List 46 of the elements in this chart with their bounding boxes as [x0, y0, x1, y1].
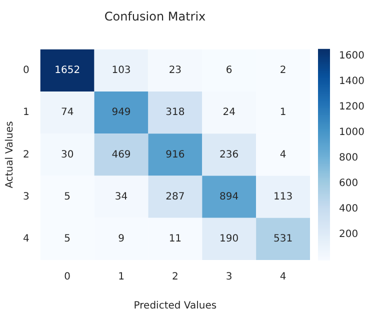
y-tick-label: 2 [22, 149, 30, 160]
data-label: 5 [64, 191, 71, 202]
data-label: 5 [64, 234, 71, 245]
data-label: 11 [168, 234, 182, 245]
data-label: 1 [280, 107, 286, 118]
data-label: 4 [280, 149, 286, 160]
color-bar-label: 1000 [339, 127, 364, 138]
data-label: 916 [166, 149, 185, 160]
x-tick-label: 3 [226, 272, 232, 283]
data-label: 318 [166, 107, 185, 118]
data-label: 894 [220, 191, 239, 202]
chart-title: Confusion Matrix [104, 9, 206, 24]
x-tick-label: 0 [64, 272, 71, 283]
data-label: 103 [112, 65, 131, 76]
data-label: 6 [226, 65, 232, 76]
data-label: 469 [112, 149, 131, 160]
x-tick-label: 4 [280, 272, 286, 283]
x-tick-label: 1 [118, 272, 124, 283]
data-label: 190 [220, 234, 239, 245]
color-bar-label: 200 [339, 229, 358, 240]
y-tick-label: 3 [22, 191, 30, 202]
y-tick-label: 1 [22, 107, 30, 118]
data-label: 1652 [54, 65, 80, 76]
x-tick-label: 2 [172, 272, 178, 283]
data-label: 30 [60, 149, 74, 160]
y-tick-label: 0 [22, 65, 30, 76]
data-label: 9 [118, 234, 124, 245]
y-axis-title: Actual Values [4, 121, 16, 188]
y-tick-label: 4 [22, 234, 30, 245]
data-label: 23 [168, 65, 182, 76]
color-bar-label: 400 [339, 204, 358, 215]
color-bar-label: 1600 [339, 50, 364, 62]
color-bar-label: 1400 [339, 76, 364, 88]
x-axis-title: Predicted Values [134, 300, 217, 312]
data-label: 74 [60, 107, 74, 118]
data-label: 24 [222, 107, 236, 118]
data-label: 2 [280, 65, 286, 76]
data-label: 287 [166, 191, 185, 202]
data-label: 236 [220, 149, 239, 160]
color-bar-label: 1200 [339, 102, 364, 113]
color-bar-label: 600 [339, 178, 358, 190]
data-label: 34 [114, 191, 128, 202]
data-label: 531 [273, 234, 293, 245]
color-bar-label: 800 [339, 152, 358, 164]
data-label: 949 [112, 107, 131, 118]
data-label: 113 [273, 191, 293, 202]
